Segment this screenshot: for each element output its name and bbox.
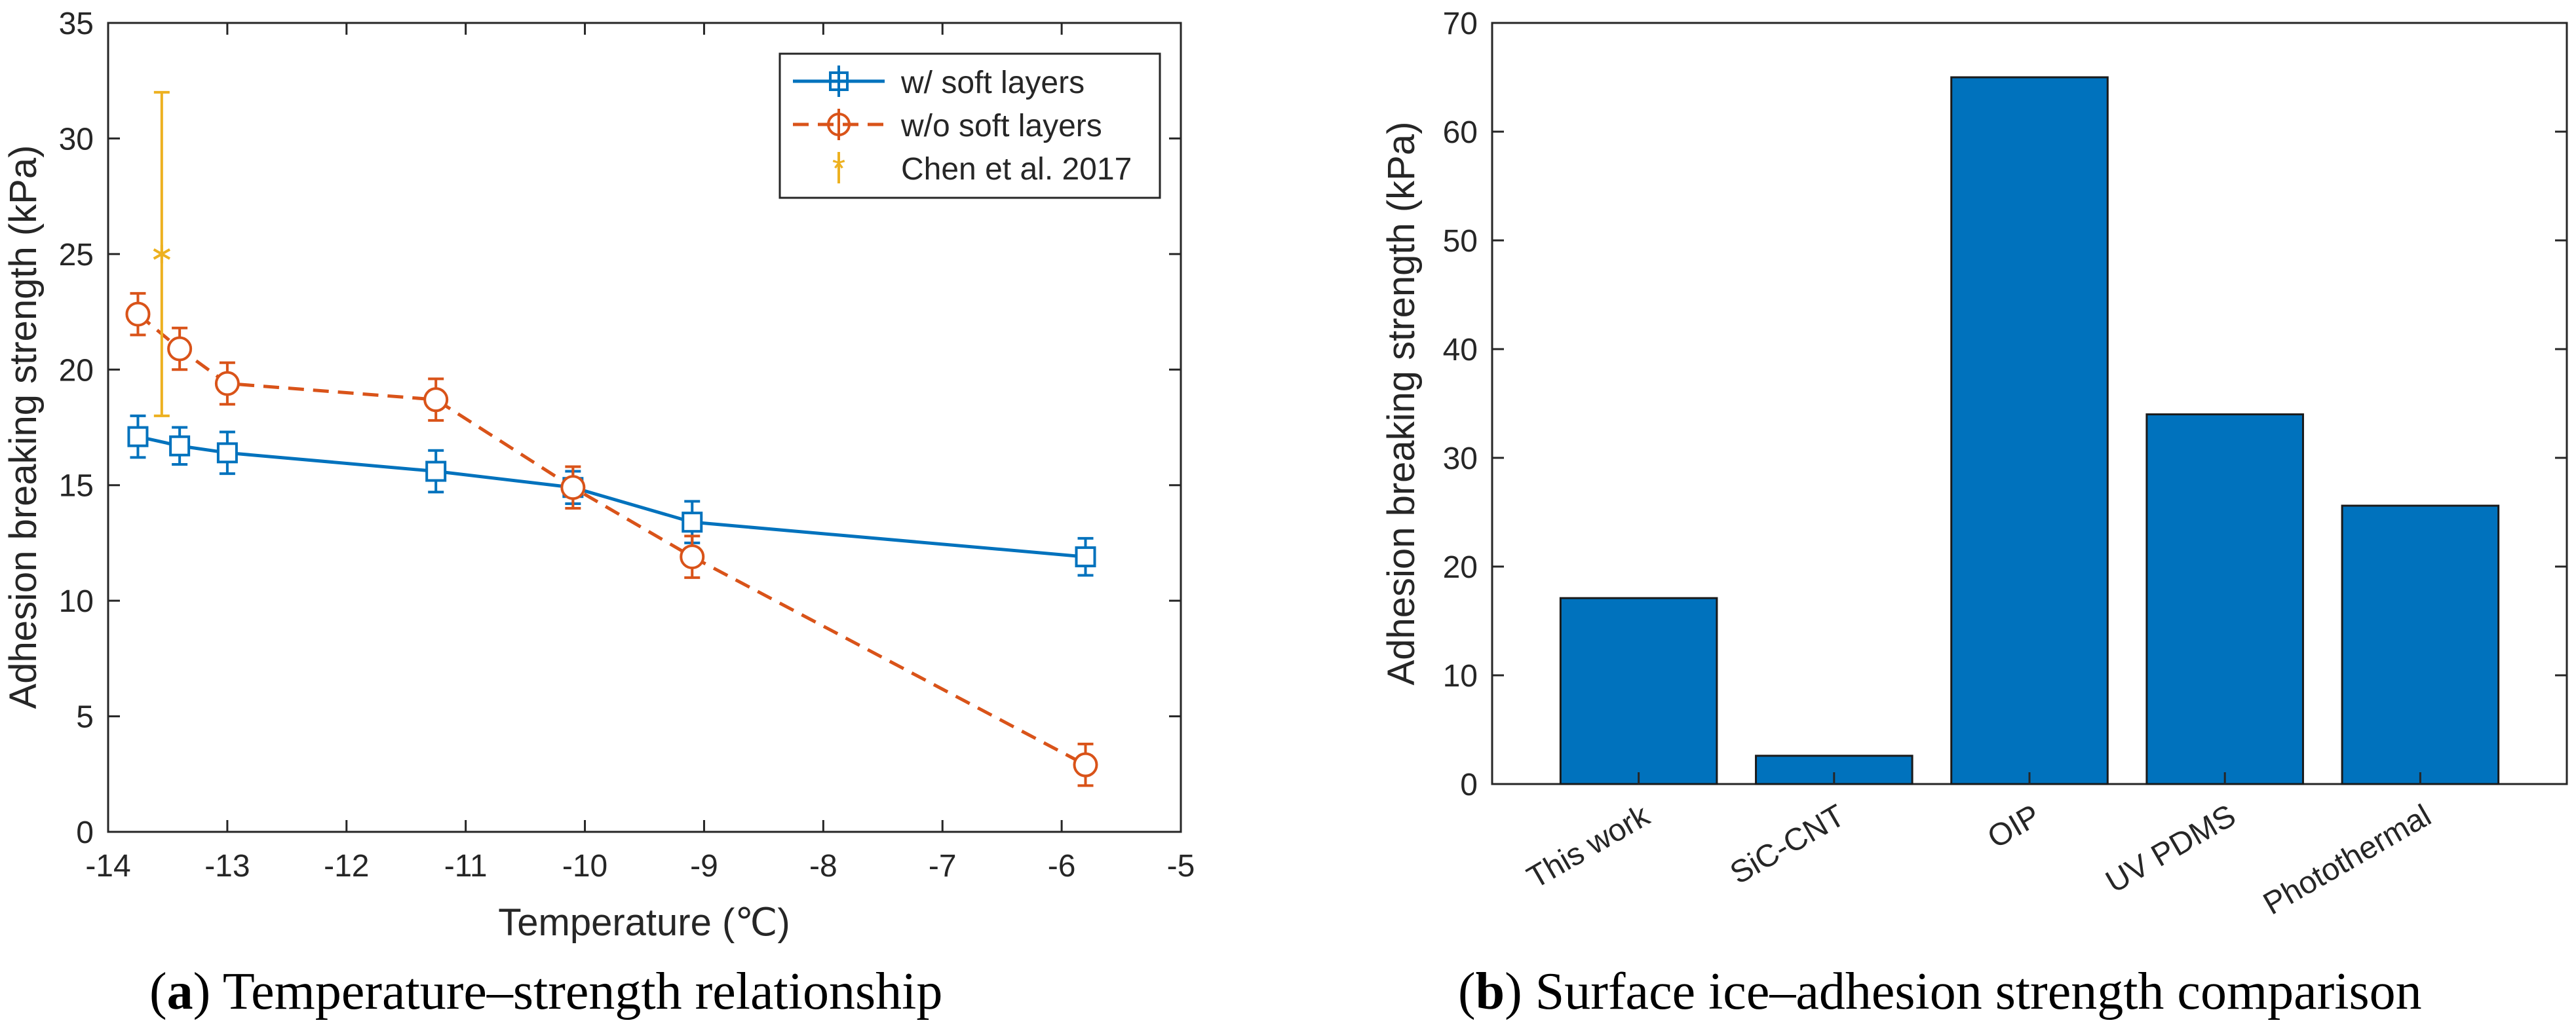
series-2 (125, 291, 1098, 787)
data-point-square (1075, 546, 1096, 568)
caption-a-text: ) Temperature–strength relationship (193, 963, 943, 1020)
data-point-circle (423, 387, 449, 413)
legend-asterisk-marker: * (832, 150, 845, 188)
x-axis-label-a: Temperature (℃) (498, 901, 790, 944)
data-point-asterisk (153, 244, 171, 263)
caption-a-label: a (167, 963, 193, 1020)
legend-entry-2: w/o soft layers (793, 109, 1102, 143)
y-tick-label-a: 30 (59, 122, 94, 157)
series-1 (127, 414, 1096, 577)
legend-label-3: Chen et al. 2017 (901, 152, 1132, 187)
y-tick-label-a: 5 (76, 700, 94, 735)
series-group-a (125, 90, 1098, 787)
y-tick-label-b: 30 (1443, 441, 1478, 476)
data-point-square (425, 460, 447, 482)
y-tick-label-b: 60 (1443, 115, 1478, 150)
data-point-circle (560, 475, 586, 500)
y-tick-label-b: 20 (1443, 550, 1478, 585)
caption-a: (a) Temperature–strength relationship (149, 963, 942, 1020)
x-tick-label-a: -13 (204, 849, 250, 884)
x-tick-label-b: This work (1522, 798, 1656, 895)
y-tick-label-a: 20 (59, 353, 94, 388)
x-tick-label-a: -9 (690, 849, 718, 884)
caption-b-text: ) Surface ice–adhesion strength comparis… (1505, 963, 2422, 1020)
data-point-circle (125, 301, 151, 327)
data-point-square (216, 442, 238, 464)
y-tick-label-a: 35 (59, 7, 94, 41)
y-axis-label-b: Adhesion breaking strength (kPa) (1380, 122, 1423, 686)
data-point-circle (167, 336, 193, 362)
x-tick-label-b: OIP (1982, 798, 2046, 855)
x-tick-label-a: -10 (562, 849, 607, 884)
x-tick-label-a: -14 (85, 849, 130, 884)
legend-entry-1: w/ soft layers (793, 65, 1085, 100)
y-tick-label-b: 70 (1443, 7, 1478, 41)
x-tick-label-a: -11 (444, 849, 488, 884)
bar-4 (2145, 413, 2304, 785)
x-tick-label-a: -6 (1048, 849, 1076, 884)
data-point-circle (680, 544, 705, 570)
legend-label-1: w/ soft layers (900, 65, 1085, 100)
caption-b: (b) Surface ice–adhesion strength compar… (1458, 963, 2422, 1020)
bar-3 (1950, 76, 2109, 785)
bar-1 (1559, 597, 1718, 785)
legend-square-marker (829, 71, 849, 91)
y-tick-label-a: 25 (59, 238, 94, 272)
caption-b-label: b (1476, 963, 1505, 1020)
x-tick-label-a: -7 (929, 849, 957, 884)
x-tick-label-b: UV PDMS (2100, 798, 2242, 900)
y-axis-label-a: Adhesion breaking strength (kPa) (2, 145, 45, 709)
y-tick-label-b: 40 (1443, 333, 1478, 367)
x-tick-label-b: Photothermal (2258, 798, 2437, 922)
x-tick-label-a: -5 (1167, 849, 1195, 884)
asterisk-stroke (153, 248, 171, 260)
y-tick-label-a: 0 (76, 815, 94, 850)
legend-circle-marker (827, 113, 851, 136)
data-point-square (682, 512, 703, 533)
legend-a: w/ soft layers w/o soft layers * Chen et… (779, 52, 1161, 199)
legend-label-2: w/o soft layers (900, 109, 1102, 143)
y-tick-label-b: 10 (1443, 659, 1478, 694)
y-axis-ticks-b: 0 10 20 30 40 50 60 70 (1443, 7, 2567, 802)
bar-5 (2341, 504, 2500, 785)
data-point-circle (214, 371, 240, 396)
y-tick-label-a: 15 (59, 469, 94, 504)
x-axis-ticks-a: -14 -13 -12 -11 -10 -9 -8 -7 -6 -5 (85, 23, 1195, 884)
legend-entry-3: * Chen et al. 2017 (832, 150, 1132, 188)
x-tick-label-b: SiC-CNT (1725, 798, 1851, 891)
y-axis-ticks-a: 0 5 10 15 20 25 30 35 (59, 7, 1181, 850)
y-tick-label-a: 10 (59, 584, 94, 619)
bars-group-b (1559, 76, 2500, 785)
panel-a-line-chart: 0 5 10 15 20 25 30 35 -14 -13 -12 -11 -10 -9 -8 -7 -6 -5… (2, 7, 1195, 944)
x-tick-label-a: -8 (809, 849, 837, 884)
series-3 (153, 90, 171, 417)
data-point-circle (1073, 752, 1098, 777)
data-point-square (169, 435, 191, 457)
x-tick-labels-b: This work SiC-CNT OIP UV PDMS Photothermal (1522, 772, 2437, 922)
y-tick-label-b: 50 (1443, 224, 1478, 259)
y-tick-label-b: 0 (1460, 768, 1478, 802)
data-point-square (127, 426, 149, 447)
panel-b-bar-chart: 0 10 20 30 40 50 60 70 This work SiC-CNT OIP UV PD… (1380, 7, 2568, 922)
x-tick-label-a: -12 (324, 849, 369, 884)
